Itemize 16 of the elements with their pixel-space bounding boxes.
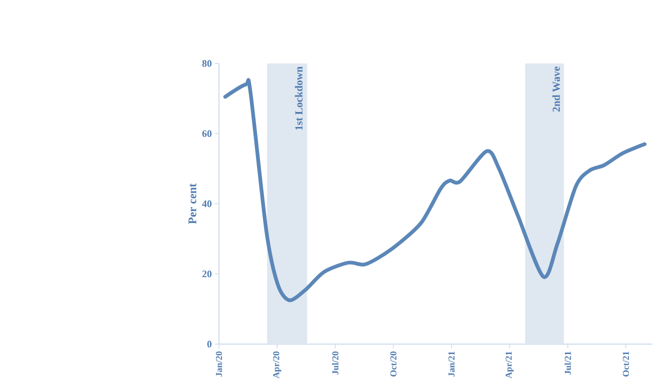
y-tick-label: 80 bbox=[202, 60, 212, 67]
band-label: 2nd Wave bbox=[552, 66, 560, 112]
y-tick-label: 20 bbox=[202, 270, 212, 278]
x-tick-label: Oct/20 bbox=[390, 351, 396, 376]
band-label: 1st Lockdown bbox=[294, 66, 303, 130]
y-axis-title: Per cent bbox=[188, 183, 196, 224]
x-tick-label: Apr/20 bbox=[273, 351, 282, 378]
x-tick-label: Jan/20 bbox=[216, 351, 222, 376]
x-tick-label: Apr/21 bbox=[506, 352, 514, 378]
x-tick-label: Jul/21 bbox=[564, 352, 571, 374]
y-tick-label: 40 bbox=[202, 200, 212, 208]
x-tick-label: Jul/20 bbox=[332, 351, 338, 374]
y-tick-label: 0 bbox=[207, 340, 212, 348]
y-tick-label: 60 bbox=[202, 130, 212, 137]
x-tick-label: Oct/21 bbox=[622, 352, 629, 376]
x-tick-label: Jan/21 bbox=[448, 352, 455, 376]
